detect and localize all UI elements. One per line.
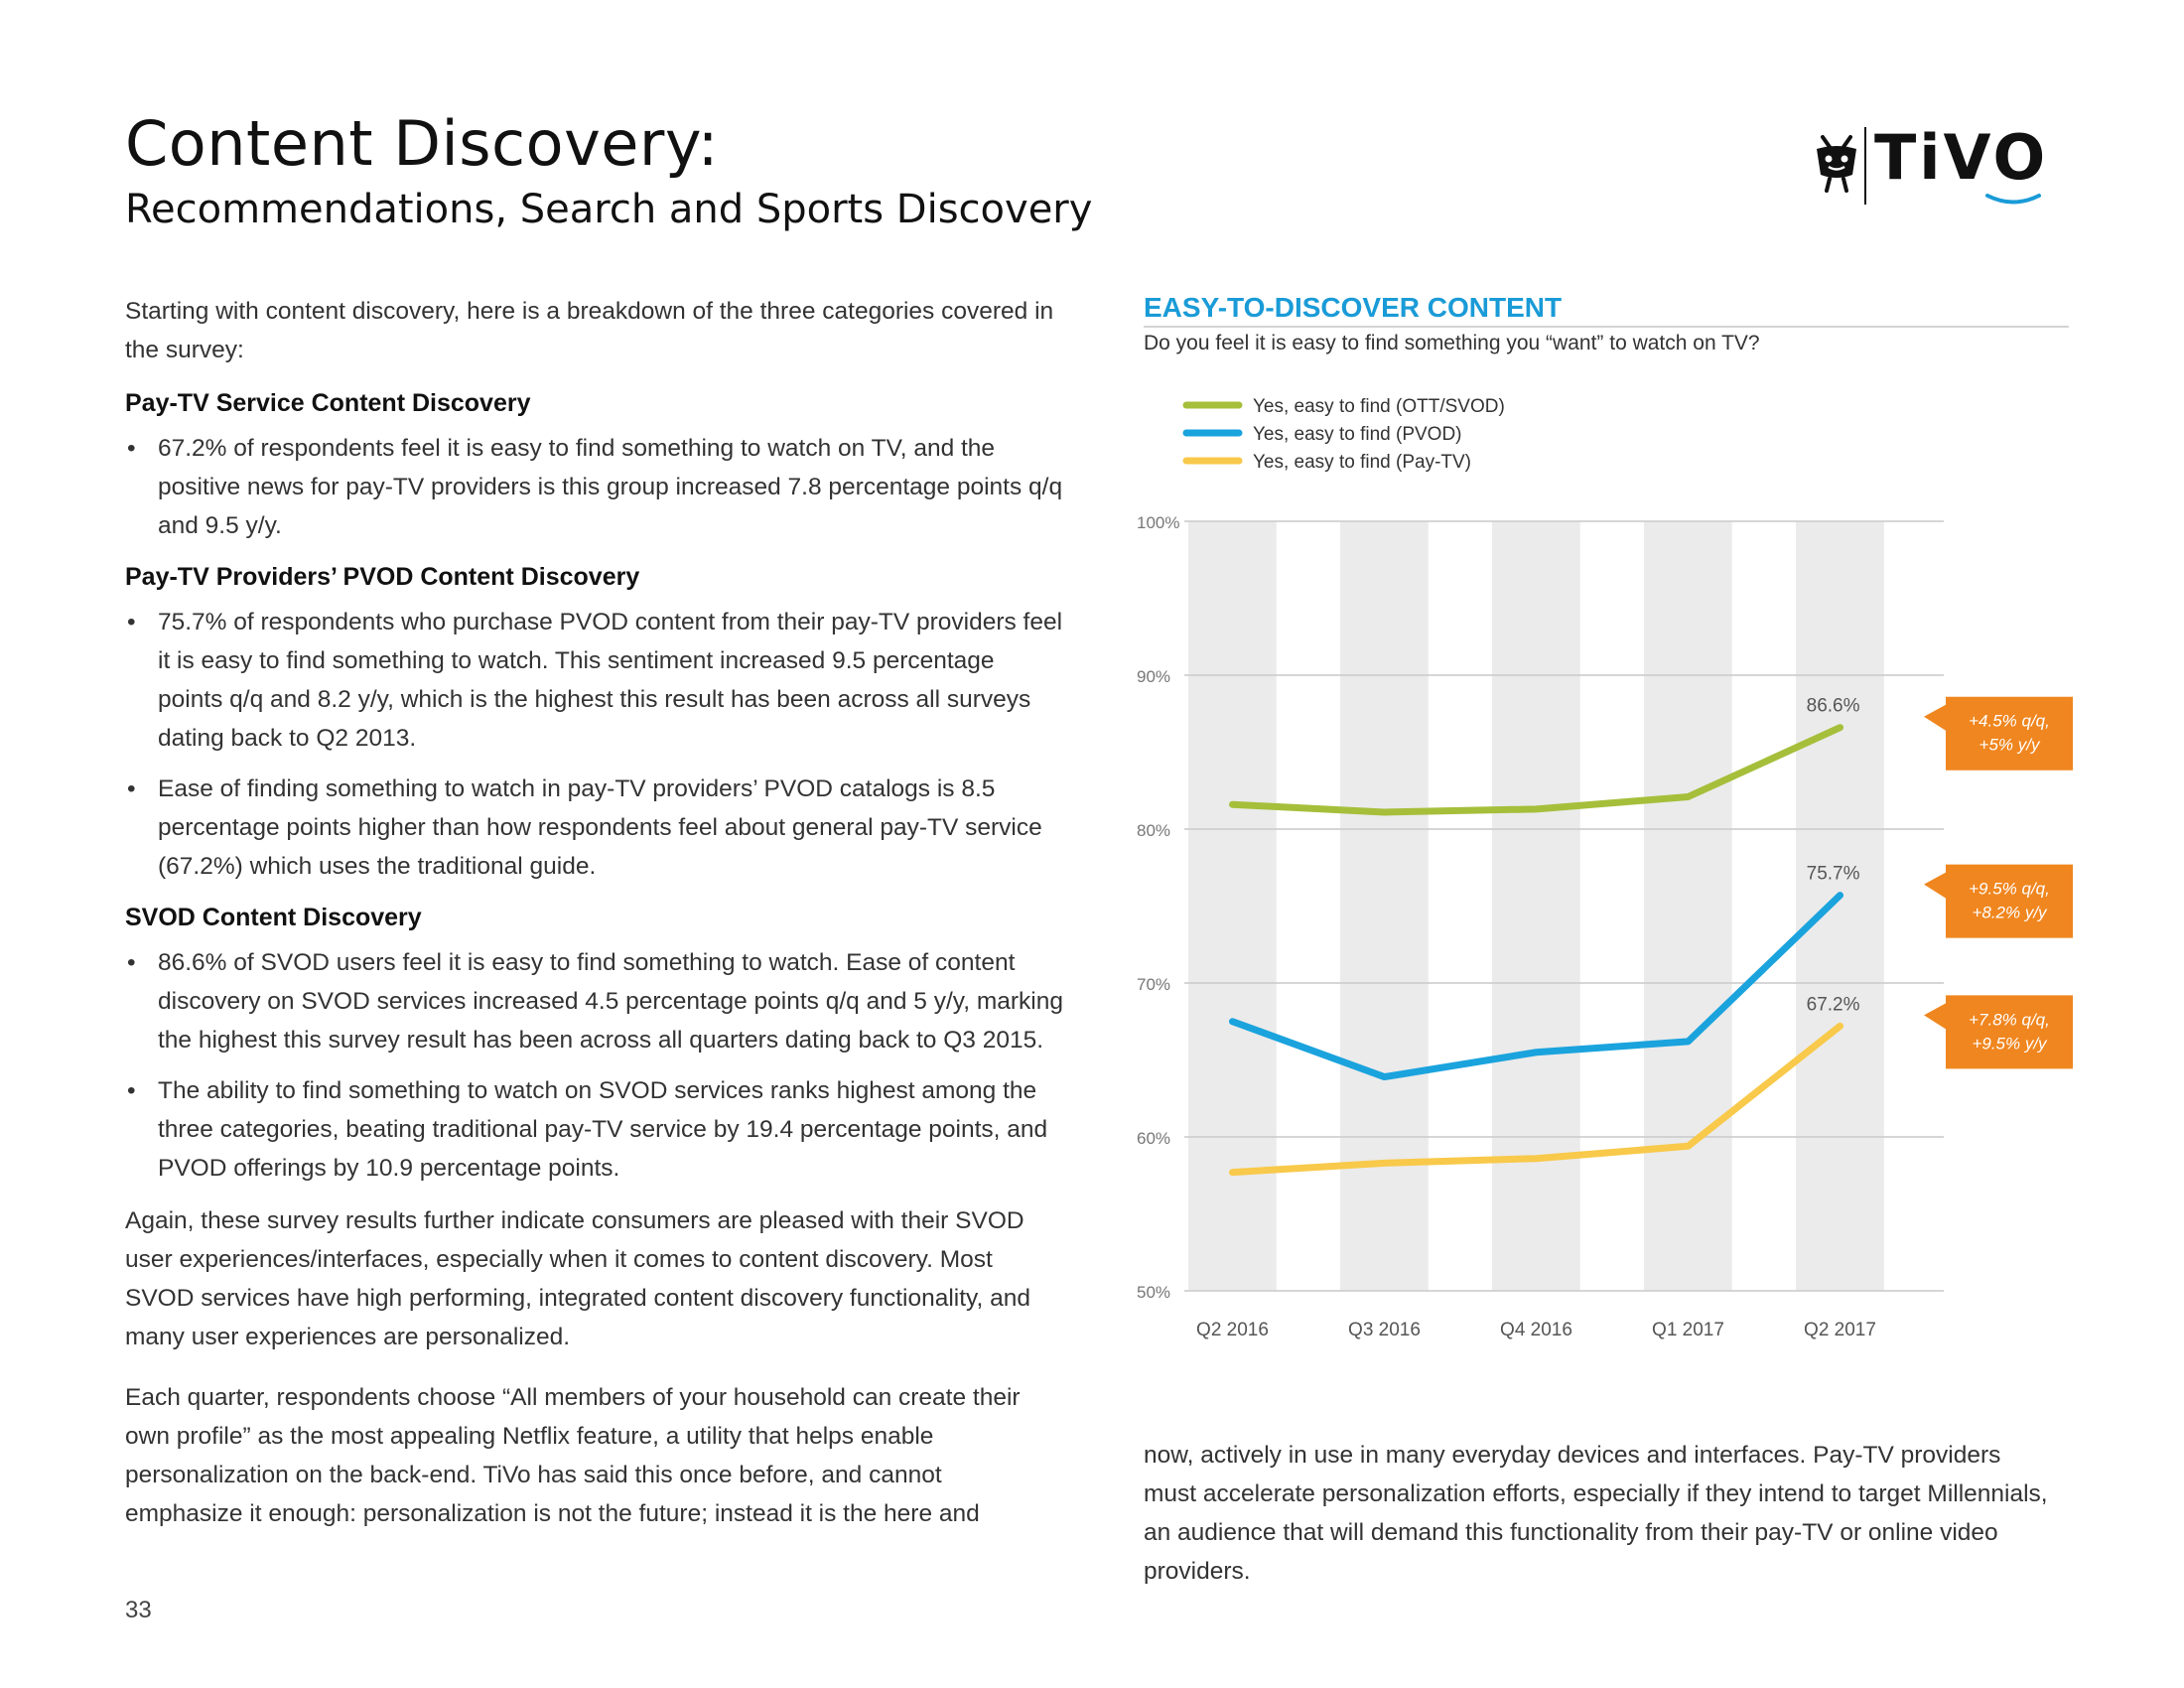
data-point: [1381, 1073, 1388, 1080]
data-point: [1685, 793, 1692, 800]
page-number: 33: [125, 1597, 152, 1623]
category-band: [1796, 521, 1884, 1291]
section-list-pvod: 75.7% of respondents who purchase PVOD c…: [125, 603, 1063, 886]
legend-label: Yes, easy to find (OTT/SVOD): [1253, 396, 1505, 417]
section-list-paytv: 67.2% of respondents feel it is easy to …: [125, 429, 1063, 545]
chart-title: EASY-TO-DISCOVER CONTENT: [1144, 292, 1563, 323]
page-subtitle: Recommendations, Search and Sports Disco…: [125, 187, 1093, 232]
section-list-svod: 86.6% of SVOD users feel it is easy to f…: [125, 943, 1063, 1188]
intro-paragraph: Starting with content discovery, here is…: [125, 298, 1054, 363]
paragraph-continued: now, actively in use in many everyday de…: [1144, 1442, 2048, 1585]
bullet-item: Ease of finding something to watch in pa…: [125, 770, 1063, 886]
data-point: [1533, 1049, 1540, 1055]
data-label: 86.6%: [1807, 696, 1860, 717]
callout-box: [1924, 995, 2073, 1069]
x-tick-label: Q2 2017: [1804, 1320, 1876, 1340]
paragraph-again: Again, these survey results further indi…: [125, 1207, 1030, 1350]
paragraph-each-quarter: Each quarter, respondents choose “All me…: [125, 1384, 1021, 1527]
data-label: 75.7%: [1807, 864, 1860, 885]
category-band: [1492, 521, 1580, 1291]
section-heading-paytv: Pay-TV Service Content Discovery: [125, 389, 531, 417]
tivo-logo: TiVO: [1813, 123, 2081, 212]
line-chart: 50% 60% 70% 80% 90% 100% Q2 2016 Q3 2016 Q4 2016…: [1137, 396, 2073, 1340]
callout-text: +8.2% y/y: [1972, 904, 2048, 922]
chart-title-rule: [1144, 326, 2069, 328]
data-point: [1229, 1018, 1236, 1025]
data-point: [1837, 724, 1843, 731]
section-heading-pvod: Pay-TV Providers’ PVOD Content Discovery: [125, 563, 640, 591]
logo-smile-icon: [1985, 194, 2041, 205]
callout-text: +4.5% q/q,: [1969, 712, 2050, 731]
page-title: Content Discovery:: [125, 107, 719, 180]
y-tick-label: 60%: [1137, 1129, 1170, 1148]
bullet-item: 67.2% of respondents feel it is easy to …: [125, 429, 1063, 545]
callout-box: [1924, 864, 2073, 938]
y-tick-label: 50%: [1137, 1283, 1170, 1302]
callout-text: +9.5% y/y: [1972, 1034, 2048, 1053]
legend-label: Yes, easy to find (Pay-TV): [1253, 452, 1471, 473]
section-heading-svod: SVOD Content Discovery: [125, 904, 422, 931]
tivo-mascot-icon: [1817, 135, 1856, 193]
data-point: [1381, 808, 1388, 815]
x-tick-label: Q1 2017: [1652, 1320, 1724, 1340]
data-label: 67.2%: [1807, 994, 1860, 1015]
data-point: [1229, 801, 1236, 808]
category-band: [1340, 521, 1429, 1291]
bullet-item: The ability to find something to watch o…: [125, 1071, 1063, 1188]
data-point: [1381, 1160, 1388, 1167]
category-band: [1188, 521, 1277, 1291]
y-tick-label: 90%: [1137, 667, 1170, 686]
data-point: [1533, 805, 1540, 812]
y-tick-label: 70%: [1137, 975, 1170, 994]
data-point: [1837, 1023, 1843, 1030]
logo-divider: [1864, 127, 1866, 205]
bullet-item: 86.6% of SVOD users feel it is easy to f…: [125, 943, 1063, 1059]
legend-label: Yes, easy to find (PVOD): [1253, 424, 1462, 445]
logo-wordmark: TiVO: [1874, 121, 2049, 194]
category-band: [1644, 521, 1732, 1291]
callout-text: +9.5% q/q,: [1969, 880, 2050, 899]
data-point: [1837, 892, 1843, 899]
callout-text: +7.8% q/q,: [1969, 1010, 2050, 1029]
bullet-item: 75.7% of respondents who purchase PVOD c…: [125, 603, 1063, 758]
callout-box: [1924, 696, 2073, 771]
data-point: [1229, 1169, 1236, 1176]
data-point: [1685, 1143, 1692, 1150]
y-tick-label: 80%: [1137, 821, 1170, 840]
y-tick-label: 100%: [1137, 513, 1179, 532]
x-tick-label: Q4 2016: [1500, 1320, 1572, 1340]
chart-question: Do you feel it is easy to find something…: [1144, 332, 1760, 354]
x-tick-label: Q3 2016: [1348, 1320, 1421, 1340]
left-column: Starting with content discovery, here is…: [125, 292, 1063, 1549]
callout-text: +5% y/y: [1979, 736, 2041, 755]
data-point: [1533, 1155, 1540, 1162]
data-point: [1685, 1038, 1692, 1045]
x-tick-label: Q2 2016: [1196, 1320, 1269, 1340]
